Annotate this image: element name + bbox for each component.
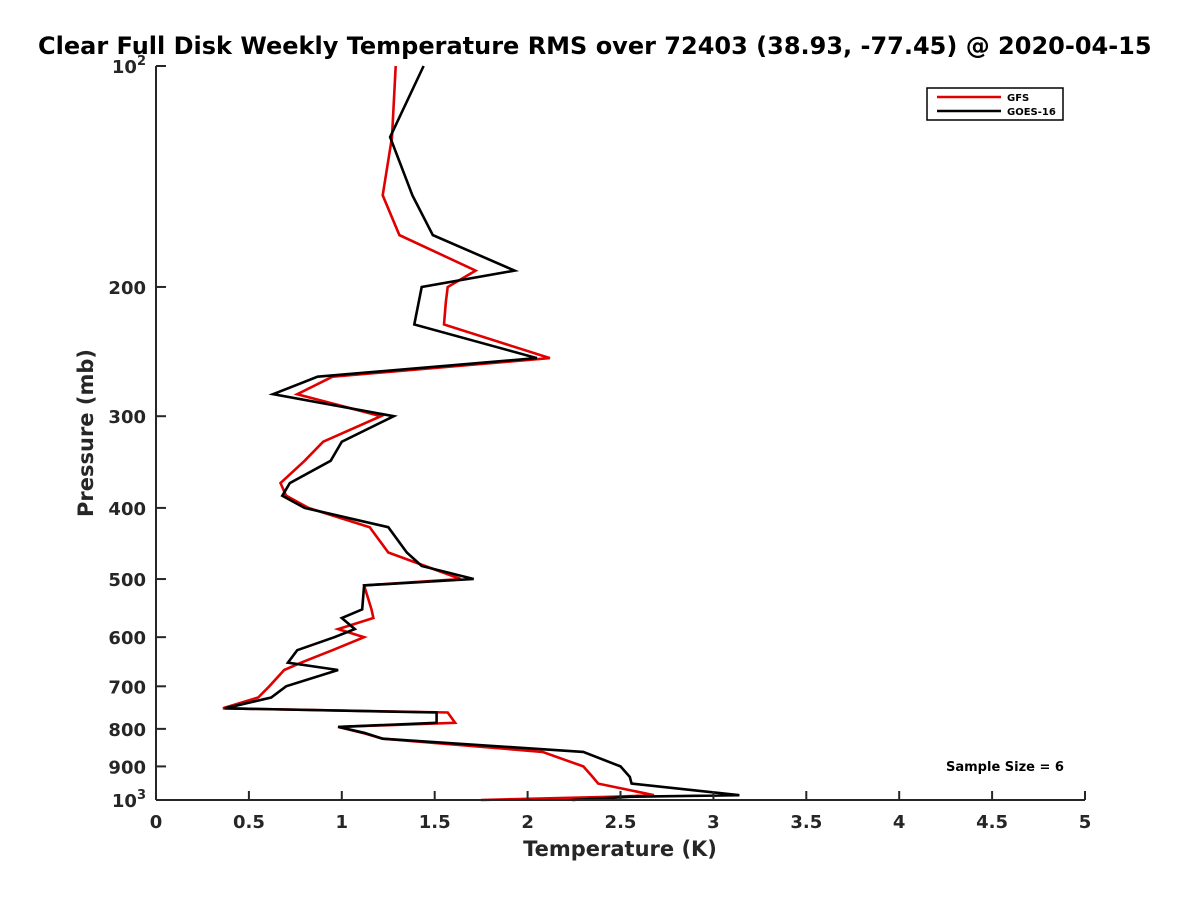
legend-label-gfs: GFS (1007, 93, 1029, 104)
x-axis-label: Temperature (K) (523, 837, 717, 861)
x-tick-label: 1 (336, 812, 349, 833)
x-axis-ticks: 0 0.5 1 1.5 2 2.5 3 3.5 4 4.5 5 (150, 791, 1092, 833)
y-axis-ticks: 102 200 300 400 500 600 700 800 900 103 (108, 54, 166, 812)
x-tick-label: 5 (1079, 812, 1092, 833)
legend: GFS GOES-16 (926, 87, 1064, 121)
x-tick-label: 4.5 (976, 812, 1008, 833)
y-tick-label: 500 (108, 570, 146, 591)
y-tick-label: 103 (112, 788, 146, 812)
y-axis-label: Pressure (mb) (74, 349, 98, 517)
y-tick-label: 102 (112, 54, 146, 78)
y-tick-label: 300 (108, 407, 146, 428)
chart-title: Clear Full Disk Weekly Temperature RMS o… (38, 32, 1152, 60)
y-tick-label: 600 (108, 628, 146, 649)
x-tick-label: 2 (521, 812, 534, 833)
legend-label-goes16: GOES-16 (1007, 107, 1056, 118)
x-tick-label: 4 (893, 812, 906, 833)
plot-background (157, 66, 1085, 799)
x-tick-label: 3.5 (790, 812, 822, 833)
series-line-goes16 (224, 65, 740, 802)
x-tick-label: 0 (150, 812, 163, 833)
x-tick-label: 0.5 (233, 812, 265, 833)
y-tick-label: 200 (108, 278, 146, 299)
plot-area (155, 65, 1085, 802)
x-tick-label: 3 (707, 812, 720, 833)
y-tick-label: 800 (108, 720, 146, 741)
y-tick-label: 400 (108, 499, 146, 520)
sample-size-annotation: Sample Size = 6 (946, 760, 1064, 775)
series-layer (222, 65, 740, 802)
legend-box (926, 87, 1064, 121)
x-tick-label: 2.5 (605, 812, 637, 833)
y-tick-label: 700 (108, 677, 146, 698)
y-tick-label: 900 (108, 757, 146, 778)
x-tick-label: 1.5 (419, 812, 451, 833)
